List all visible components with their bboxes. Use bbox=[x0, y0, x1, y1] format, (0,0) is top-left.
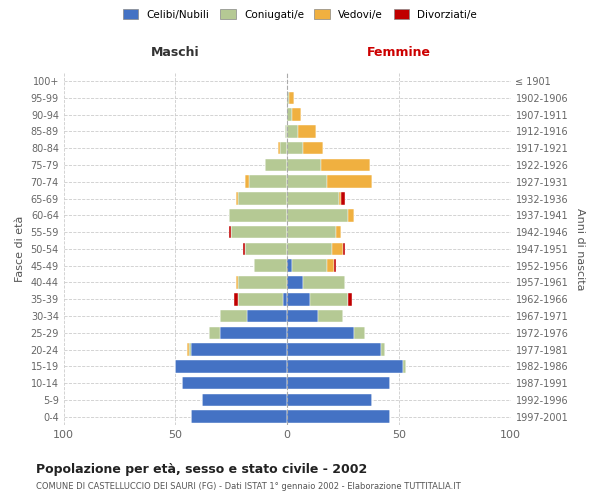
Bar bbox=[292, 108, 301, 121]
Bar bbox=[191, 344, 287, 356]
Bar bbox=[287, 158, 321, 172]
Bar bbox=[347, 293, 352, 306]
Bar bbox=[236, 276, 238, 289]
Bar bbox=[343, 242, 345, 255]
Bar bbox=[303, 276, 345, 289]
Bar bbox=[341, 192, 345, 205]
Legend: Celibi/Nubili, Coniugati/e, Vedovi/e, Divorziati/e: Celibi/Nubili, Coniugati/e, Vedovi/e, Di… bbox=[119, 5, 481, 24]
Bar bbox=[245, 176, 249, 188]
Bar bbox=[238, 293, 283, 306]
Bar bbox=[220, 310, 247, 322]
Bar bbox=[182, 377, 287, 390]
Bar bbox=[354, 326, 365, 339]
Bar bbox=[189, 344, 191, 356]
Bar bbox=[338, 192, 341, 205]
Bar bbox=[303, 142, 323, 154]
Bar bbox=[238, 276, 287, 289]
Bar bbox=[287, 176, 328, 188]
Bar bbox=[287, 276, 303, 289]
Bar bbox=[229, 226, 232, 238]
Text: Femmine: Femmine bbox=[367, 46, 431, 59]
Bar bbox=[381, 344, 385, 356]
Bar bbox=[298, 125, 316, 138]
Bar bbox=[334, 260, 337, 272]
Bar bbox=[265, 158, 287, 172]
Bar bbox=[310, 293, 347, 306]
Bar bbox=[175, 360, 287, 372]
Y-axis label: Anni di nascita: Anni di nascita bbox=[575, 208, 585, 290]
Bar bbox=[287, 410, 390, 423]
Bar bbox=[287, 142, 303, 154]
Bar bbox=[232, 226, 287, 238]
Text: Maschi: Maschi bbox=[151, 46, 200, 59]
Bar bbox=[287, 209, 347, 222]
Bar bbox=[191, 410, 287, 423]
Bar bbox=[319, 310, 343, 322]
Bar bbox=[287, 394, 372, 406]
Bar bbox=[321, 158, 370, 172]
Bar bbox=[283, 293, 287, 306]
Bar bbox=[328, 176, 372, 188]
Bar bbox=[287, 326, 354, 339]
Y-axis label: Fasce di età: Fasce di età bbox=[15, 216, 25, 282]
Bar bbox=[287, 260, 292, 272]
Bar bbox=[287, 226, 337, 238]
Bar bbox=[287, 293, 310, 306]
Bar bbox=[280, 142, 287, 154]
Bar bbox=[278, 142, 280, 154]
Bar bbox=[202, 394, 287, 406]
Bar bbox=[209, 326, 220, 339]
Text: COMUNE DI CASTELLUCCIO DEI SAURI (FG) - Dati ISTAT 1° gennaio 2002 - Elaborazion: COMUNE DI CASTELLUCCIO DEI SAURI (FG) - … bbox=[36, 482, 461, 491]
Bar bbox=[332, 242, 343, 255]
Bar bbox=[187, 344, 189, 356]
Bar bbox=[337, 226, 341, 238]
Bar bbox=[403, 360, 406, 372]
Bar bbox=[254, 260, 287, 272]
Bar bbox=[328, 260, 334, 272]
Bar bbox=[287, 125, 298, 138]
Bar bbox=[347, 209, 354, 222]
Bar bbox=[287, 360, 403, 372]
Bar bbox=[238, 192, 287, 205]
Bar bbox=[220, 326, 287, 339]
Bar bbox=[287, 377, 390, 390]
Bar bbox=[233, 293, 238, 306]
Bar bbox=[287, 92, 289, 104]
Bar bbox=[287, 108, 292, 121]
Bar bbox=[245, 242, 287, 255]
Bar bbox=[247, 310, 287, 322]
Bar bbox=[229, 209, 287, 222]
Bar bbox=[236, 192, 238, 205]
Bar bbox=[287, 242, 332, 255]
Bar bbox=[285, 125, 287, 138]
Bar bbox=[287, 192, 338, 205]
Bar bbox=[249, 176, 287, 188]
Bar bbox=[242, 242, 245, 255]
Text: Popolazione per età, sesso e stato civile - 2002: Popolazione per età, sesso e stato civil… bbox=[36, 462, 367, 475]
Bar bbox=[287, 344, 381, 356]
Bar bbox=[292, 260, 328, 272]
Bar bbox=[289, 92, 294, 104]
Bar bbox=[287, 310, 319, 322]
